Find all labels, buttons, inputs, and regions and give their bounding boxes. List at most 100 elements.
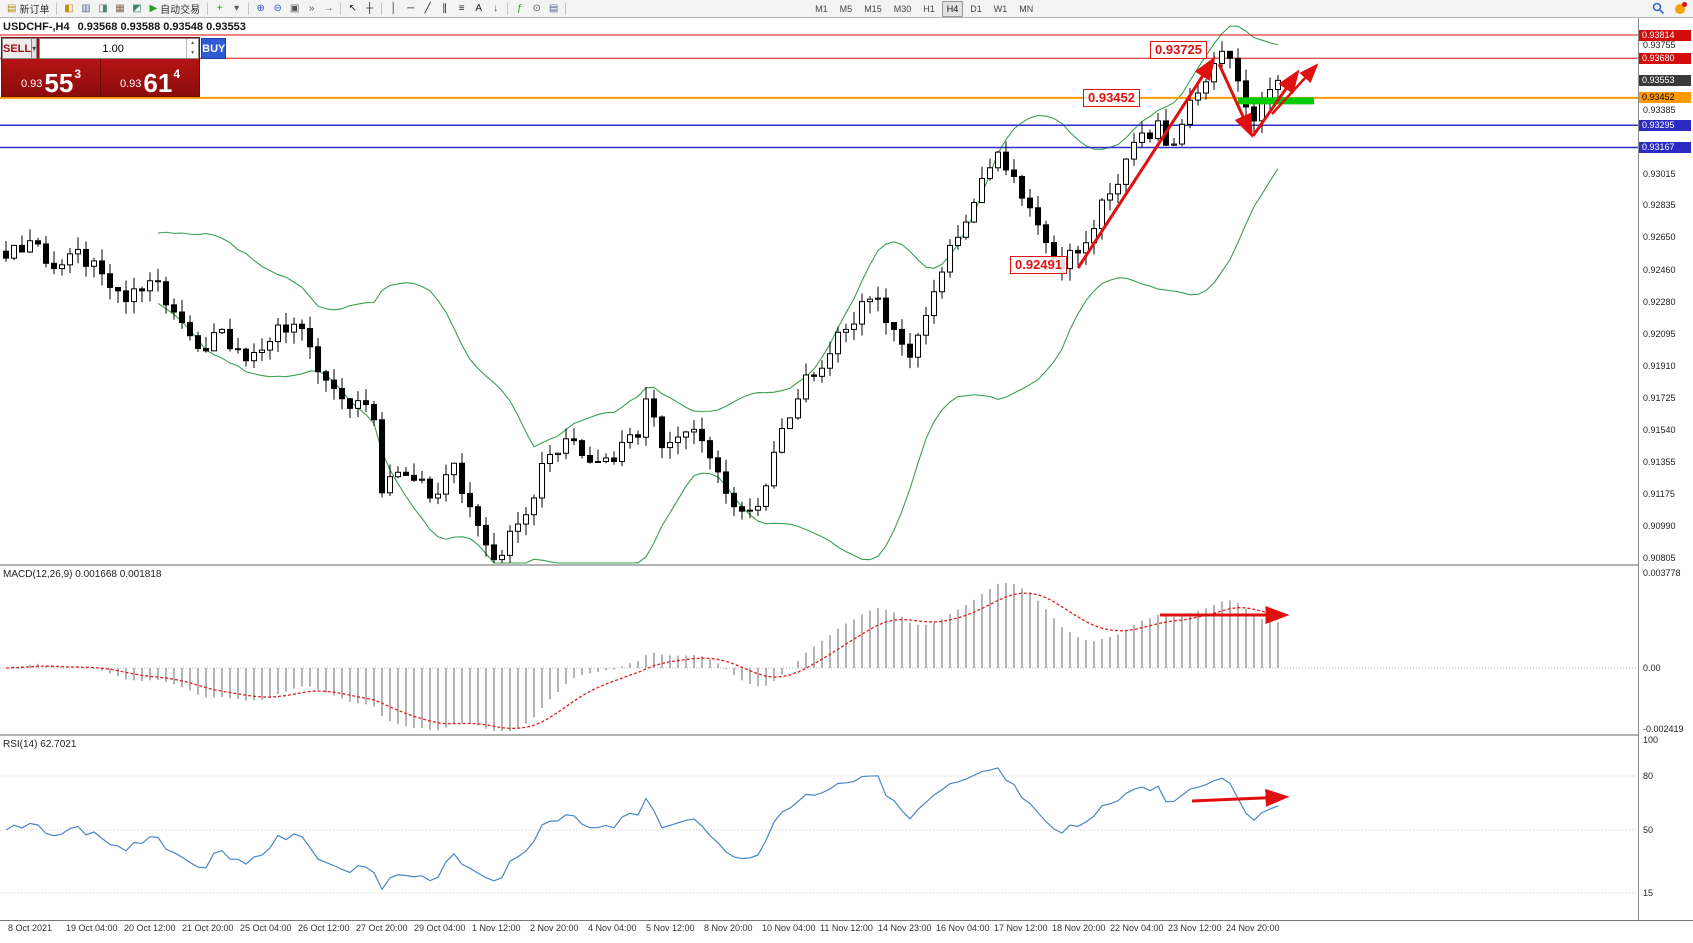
profiles-icon: ▾ xyxy=(234,3,240,14)
auto-scroll-button[interactable]: » xyxy=(303,1,320,16)
arrows-button[interactable]: ↓ xyxy=(487,1,504,16)
price-tick: 0.93015 xyxy=(1643,168,1676,179)
zoom-in-button[interactable]: ⊕ xyxy=(252,1,269,16)
buy-button[interactable]: BUY xyxy=(201,38,227,59)
arrows-icon: ↓ xyxy=(493,3,499,14)
fibonacci-icon: ≡ xyxy=(458,3,465,14)
zoom-out-icon: ⊖ xyxy=(273,3,282,14)
cursor-button[interactable]: ↖ xyxy=(344,1,361,16)
timeframe-button-mn[interactable]: MN xyxy=(1019,3,1034,14)
data-window-button[interactable]: ▥ xyxy=(77,1,94,16)
macd-axis-value: 0.003778 xyxy=(1643,567,1681,578)
price-tick: 0.93385 xyxy=(1643,104,1676,115)
time-label: 19 Oct 04:00 xyxy=(66,923,118,933)
strategy-tester-button[interactable]: ◩ xyxy=(128,1,145,16)
timeframe-button-m5[interactable]: M5 xyxy=(839,3,853,14)
toolbar-separator xyxy=(56,2,58,15)
autotrading-button[interactable]: ▶ 自动交易 xyxy=(145,1,204,16)
volume-decrease-button[interactable]: ▼ xyxy=(190,49,196,56)
rsi-axis-value: 80 xyxy=(1643,771,1654,781)
notification-badge xyxy=(1682,2,1687,7)
timeframe-button-w1[interactable]: W1 xyxy=(993,3,1008,14)
buy-price-prefix: 0.93 xyxy=(119,78,142,90)
profiles-button[interactable]: ▾ xyxy=(228,1,245,16)
price-tick: 0.90805 xyxy=(1643,552,1676,563)
price-callout-0.93452: 0.93452 xyxy=(1083,88,1140,107)
time-label: 29 Oct 04:00 xyxy=(414,923,466,933)
time-label: 5 Nov 12:00 xyxy=(646,923,695,933)
new-chart-button[interactable]: + xyxy=(211,1,228,16)
autotrading-button-icon: ▶ xyxy=(149,3,158,14)
price-tick: 0.92095 xyxy=(1643,328,1676,339)
toolbar-right-group xyxy=(1650,1,1690,16)
time-label: 20 Oct 12:00 xyxy=(124,923,176,933)
chart-shift-icon: → xyxy=(323,3,334,14)
price-callout-0.93725: 0.93725 xyxy=(1150,41,1207,60)
vertical-line-button[interactable]: │ xyxy=(385,1,402,16)
time-label: 1 Nov 12:00 xyxy=(472,923,521,933)
timeframe-button-m30[interactable]: M30 xyxy=(893,3,912,14)
rsi-panel-separator[interactable] xyxy=(0,734,1693,736)
channel-button[interactable]: ∥ xyxy=(436,1,453,16)
periods-button[interactable]: ⊙ xyxy=(528,1,545,16)
text-icon: A xyxy=(475,3,482,14)
timeframe-button-h4[interactable]: H4 xyxy=(941,0,964,17)
time-label: 8 Nov 20:00 xyxy=(704,923,753,933)
periods-icon: ⊙ xyxy=(532,3,541,14)
timeframe-button-h1[interactable]: H1 xyxy=(923,3,935,14)
volume-input[interactable] xyxy=(40,39,187,58)
price-tick: 0.92460 xyxy=(1643,265,1676,276)
price-tick: 0.91725 xyxy=(1643,393,1676,404)
toolbar: ▤ 新订单 ◧ ▥ ◨ ▦ ◩ ▶ 自动交易 + ▾ ⊕ ⊖ ▣» → ↖ ┼ │ ─ ╱ ∥ ≡ A ↓ ƒ ⊙ ▤ M1 M5 M15… xyxy=(0,0,1693,18)
time-label: 8 Oct 2021 xyxy=(8,923,53,933)
chart-shift-button[interactable]: → xyxy=(320,1,337,16)
crosshair-button[interactable]: ┼ xyxy=(361,1,378,16)
time-label: 23 Nov 12:00 xyxy=(1168,923,1222,933)
price-tick: 0.91910 xyxy=(1643,360,1676,371)
price-label-red: 0.93814 xyxy=(1639,29,1691,41)
sell-button[interactable]: SELL xyxy=(2,38,33,59)
toolbar-separator xyxy=(381,2,383,15)
text-button[interactable]: A xyxy=(470,1,487,16)
time-label: 16 Nov 04:00 xyxy=(936,923,990,933)
macd-axis-value: 0.00 xyxy=(1643,663,1661,673)
market-watch-button[interactable]: ◧ xyxy=(60,1,77,16)
auto-scroll-icon: » xyxy=(308,3,315,14)
timeframe-button-m1[interactable]: M1 xyxy=(815,3,828,14)
navigator-button[interactable]: ◨ xyxy=(94,1,111,16)
tile-windows-button[interactable]: ▣ xyxy=(286,1,303,16)
new-order-button-icon: ▤ xyxy=(7,3,17,14)
new-order-button[interactable]: ▤ 新订单 xyxy=(3,1,53,16)
volume-increase-button[interactable]: ▲ xyxy=(190,40,196,47)
sell-price-button[interactable]: 0.93 55 3 xyxy=(2,59,100,96)
trendline-button[interactable]: ╱ xyxy=(419,1,436,16)
template-button[interactable]: ▤ xyxy=(545,1,562,16)
zoom-out-button[interactable]: ⊖ xyxy=(269,1,286,16)
new-chart-icon: + xyxy=(216,3,223,14)
time-label: 26 Oct 12:00 xyxy=(298,923,350,933)
time-label: 4 Nov 04:00 xyxy=(588,923,637,933)
autotrading-button-label: 自动交易 xyxy=(160,5,201,16)
time-label: 2 Nov 20:00 xyxy=(530,923,579,933)
price-axis[interactable]: 0.93755 0.93385 0.93015 0.92835 0.92650 0.924… xyxy=(1639,18,1693,920)
sell-price-big: 55 xyxy=(44,67,74,98)
search-button[interactable] xyxy=(1650,1,1667,16)
main-chart-area[interactable] xyxy=(0,18,1638,920)
template-icon: ▤ xyxy=(548,3,559,14)
timeframe-button-d1[interactable]: D1 xyxy=(970,3,982,14)
buy-price-button[interactable]: 0.93 61 4 xyxy=(101,59,199,96)
macd-panel-separator[interactable] xyxy=(0,564,1693,566)
terminal-button[interactable]: ▦ xyxy=(111,1,128,16)
timeframe-button-m15[interactable]: M15 xyxy=(864,3,882,14)
chart-title: USDCHF-,H4 0.93568 0.93588 0.93548 0.9355… xyxy=(3,21,246,33)
indicators-icon: ƒ xyxy=(516,3,523,14)
macd-axis-value: -0.002419 xyxy=(1643,723,1684,734)
horizontal-line-button[interactable]: ─ xyxy=(402,1,419,16)
ohlc-values: 0.93568 0.93588 0.93548 0.93553 xyxy=(77,21,246,33)
buy-price-big: 61 xyxy=(143,67,173,98)
indicators-button[interactable]: ƒ xyxy=(511,1,528,16)
vertical-line-icon: │ xyxy=(390,3,397,14)
sell-dropdown-caret[interactable]: ▾ xyxy=(32,38,38,59)
fibonacci-button[interactable]: ≡ xyxy=(453,1,470,16)
community-button[interactable] xyxy=(1671,1,1688,16)
